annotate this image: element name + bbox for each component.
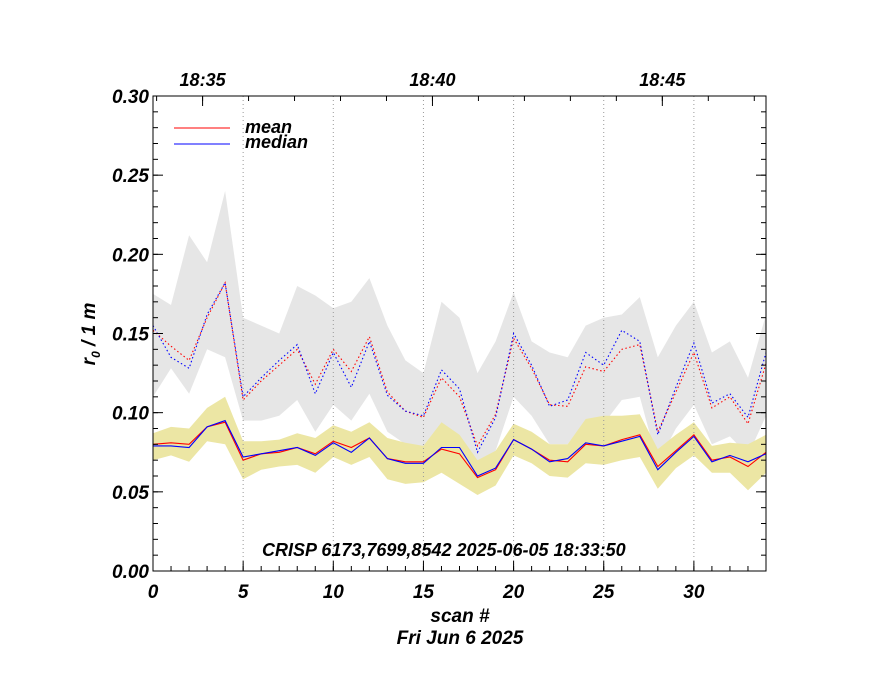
top-time-label: 18:35 bbox=[180, 70, 227, 90]
y-axis-title: r0 / 1 m bbox=[79, 303, 103, 366]
axis-ticks bbox=[152, 95, 767, 572]
tick-labels: 0.00 0.05 0.10 0.15 0.20 0.25 0.30 0 5 10 15 20 25 30… bbox=[112, 70, 705, 603]
x-tick-label: 20 bbox=[502, 582, 525, 603]
series-median bbox=[153, 419, 767, 477]
y-axis-title-subscript: 0 bbox=[89, 351, 103, 358]
data-series bbox=[152, 281, 767, 479]
y-tick-label: 0.00 bbox=[112, 562, 149, 583]
legend: mean median bbox=[174, 117, 308, 152]
y-tick-label: 0.05 bbox=[112, 483, 149, 504]
legend-mean-label: mean bbox=[245, 117, 292, 137]
series-mean bbox=[152, 421, 767, 479]
band-lower-range bbox=[153, 396, 766, 495]
y-axis-title-main: r bbox=[79, 356, 100, 365]
y-tick-label: 0.10 bbox=[112, 404, 149, 425]
y-tick-label: 0.15 bbox=[112, 325, 149, 346]
x-tick-label: 0 bbox=[148, 582, 159, 603]
date-label: Fri Jun 6 2025 bbox=[397, 628, 524, 649]
y-axis-title-rest: / 1 m bbox=[79, 303, 100, 352]
y-tick-label: 0.30 bbox=[112, 87, 149, 108]
observation-annotation: CRISP 6173,7699,8542 2025-06-05 18:33:50 bbox=[262, 540, 626, 560]
x-axis-title: scan # bbox=[430, 606, 490, 627]
band-upper-range bbox=[153, 191, 766, 472]
top-time-label: 18:45 bbox=[639, 70, 686, 90]
x-tick-label: 10 bbox=[323, 582, 345, 603]
y-tick-label: 0.25 bbox=[112, 166, 149, 187]
top-time-label: 18:40 bbox=[409, 70, 455, 90]
y-tick-label: 0.20 bbox=[112, 245, 149, 266]
series-mean-upper bbox=[152, 281, 767, 448]
x-tick-label: 15 bbox=[413, 582, 435, 603]
x-tick-label: 5 bbox=[238, 582, 249, 603]
legend-median-label: median bbox=[245, 132, 308, 152]
x-tick-label: 30 bbox=[683, 582, 705, 603]
range-bands bbox=[153, 191, 766, 495]
x-tick-label: 25 bbox=[592, 582, 615, 603]
